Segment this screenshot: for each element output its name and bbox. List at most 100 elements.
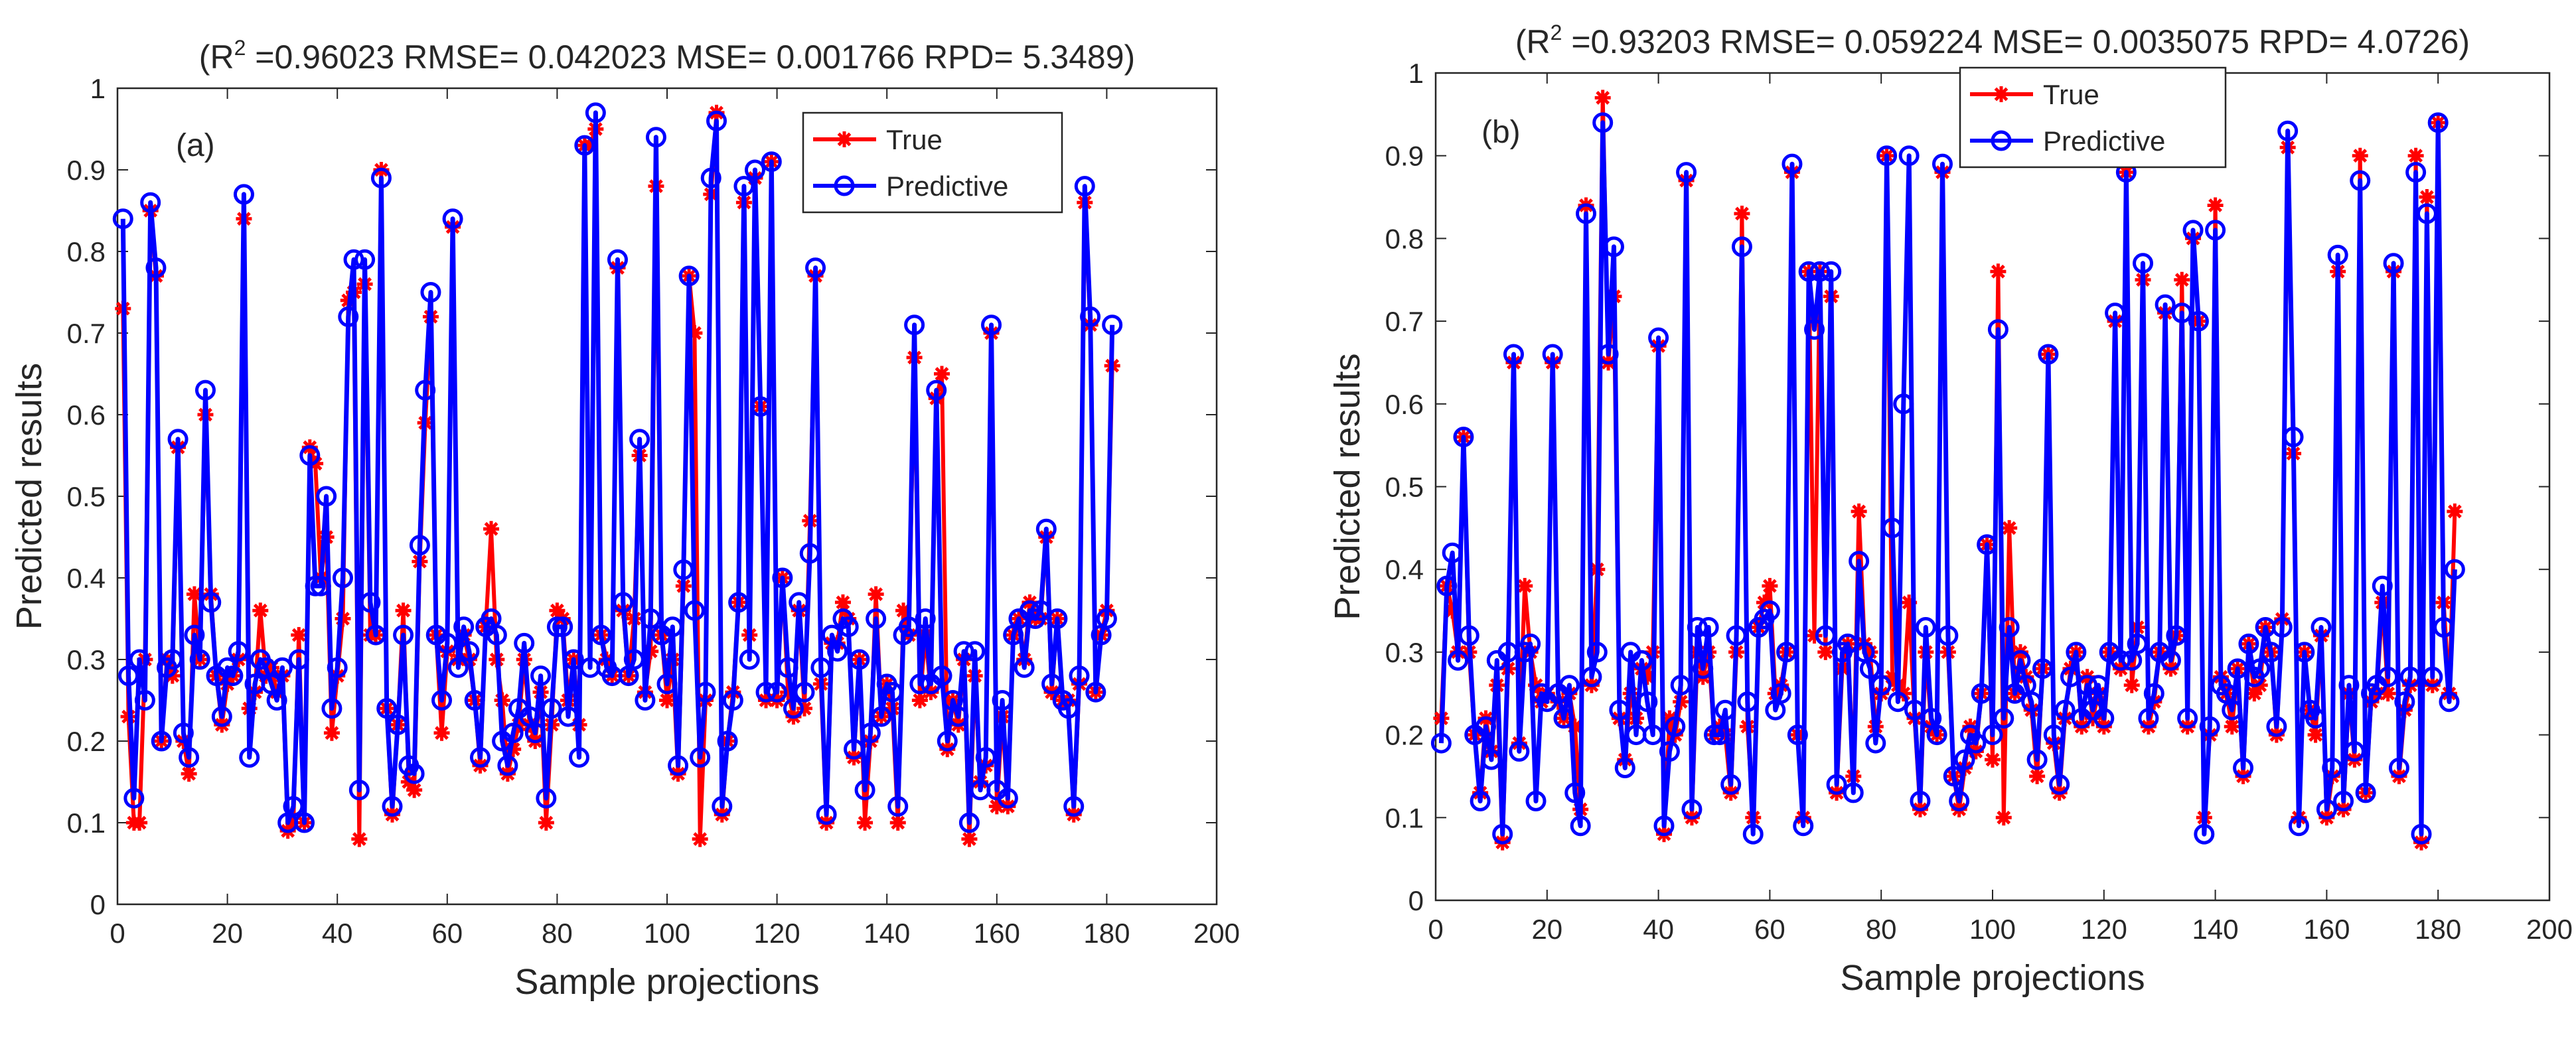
- data-point: [1653, 815, 1675, 837]
- data-point: [1720, 774, 1742, 795]
- data-point: [1893, 393, 1914, 415]
- data-point: [767, 681, 788, 703]
- data-point: [291, 627, 307, 644]
- data-point: [2227, 658, 2248, 679]
- data-point: [1798, 261, 1819, 282]
- data-point: [1603, 236, 1624, 257]
- data-point: [1904, 699, 1926, 721]
- data-point: [1993, 708, 2014, 729]
- title-superscript: 2: [1551, 21, 1562, 44]
- data-point: [796, 700, 812, 717]
- series-predictive: [1430, 112, 2465, 845]
- data-point: [992, 690, 1013, 711]
- data-point: [854, 780, 875, 801]
- y-axis-label: Predicted results: [1327, 353, 1367, 620]
- data-point: [2010, 650, 2031, 671]
- chart-title: (R2 =0.96023 RMSE= 0.042023 MSE= 0.00176…: [199, 36, 1135, 76]
- data-point: [1492, 823, 1513, 845]
- data-point: [409, 535, 430, 556]
- data-point: [585, 102, 606, 123]
- data-point: [1517, 578, 1533, 594]
- data-point: [2405, 162, 2427, 183]
- data-point: [799, 543, 820, 564]
- y-tick-label: 0: [1408, 885, 1424, 916]
- data-point: [558, 706, 579, 727]
- data-point: [662, 616, 683, 638]
- data-point: [483, 521, 500, 537]
- data-point: [2261, 642, 2281, 663]
- data-point: [2222, 699, 2243, 721]
- data-point: [2444, 559, 2465, 580]
- x-tick-label: 140: [2192, 914, 2239, 945]
- x-tick-label: 0: [1428, 914, 1443, 945]
- data-point: [530, 665, 552, 687]
- data-point: [2322, 757, 2343, 778]
- data-point: [1776, 642, 1797, 663]
- data-point: [2288, 815, 2309, 837]
- title-prefix: (R: [1515, 23, 1551, 60]
- data-point: [437, 632, 458, 654]
- data-point: [2026, 749, 2048, 770]
- data-point: [1971, 683, 1992, 704]
- data-point: [382, 795, 403, 817]
- y-tick-label: 0.3: [67, 644, 106, 675]
- x-tick-label: 120: [754, 918, 800, 949]
- data-point: [1681, 799, 1703, 820]
- legend: True Predictive: [1959, 66, 2227, 169]
- data-point: [442, 208, 463, 230]
- data-point: [2105, 303, 2126, 324]
- data-point: [321, 698, 342, 719]
- data-point: [365, 624, 386, 646]
- data-point: [1035, 518, 1057, 539]
- data-point: [1080, 306, 1101, 327]
- data-point: [1096, 608, 1117, 629]
- data-point: [2394, 691, 2415, 713]
- data-point: [1436, 575, 1458, 596]
- x-tick-label: 40: [1643, 914, 1674, 945]
- data-point: [2416, 203, 2437, 224]
- data-point: [370, 167, 392, 188]
- data-point: [2307, 726, 2324, 743]
- legend-box: [1959, 66, 2227, 169]
- data-point: [777, 657, 798, 678]
- data-point: [2399, 666, 2421, 687]
- data-point: [563, 649, 584, 670]
- data-point: [1442, 542, 1463, 563]
- data-point: [505, 741, 522, 758]
- data-point: [1631, 650, 1652, 671]
- data-point: [2271, 616, 2293, 638]
- data-point: [1481, 749, 1502, 770]
- data-point: [827, 641, 848, 662]
- data-point: [997, 788, 1018, 809]
- y-tick-label: 0.4: [67, 563, 106, 594]
- legend-entry-label: True: [886, 124, 943, 155]
- data-point: [524, 723, 546, 744]
- data-point: [838, 616, 859, 638]
- data-point: [1884, 669, 1900, 685]
- data-point: [871, 706, 892, 727]
- legend-marker: [836, 131, 852, 147]
- data-point: [2344, 741, 2365, 762]
- data-point: [1965, 732, 1987, 754]
- data-point: [1742, 823, 1764, 845]
- y-tick-label: 0.7: [67, 318, 106, 349]
- data-point: [1525, 790, 1547, 811]
- data-point: [469, 747, 491, 768]
- data-point: [948, 706, 969, 727]
- data-point: [459, 641, 480, 662]
- y-tick-label: 0.8: [67, 236, 106, 267]
- data-point: [2383, 253, 2404, 274]
- series-line: [1438, 120, 2457, 837]
- data-point: [2029, 768, 2046, 784]
- data-point: [964, 641, 986, 662]
- data-point: [2123, 677, 2140, 693]
- data-point: [1815, 625, 1836, 646]
- data-point: [173, 723, 194, 744]
- data-point: [2077, 675, 2098, 696]
- data-point: [623, 649, 644, 670]
- data-point: [2093, 708, 2115, 729]
- data-point: [1821, 261, 1842, 282]
- series-predictive: [112, 102, 1123, 833]
- y-tick-label: 1: [90, 73, 106, 104]
- data-point: [310, 575, 331, 596]
